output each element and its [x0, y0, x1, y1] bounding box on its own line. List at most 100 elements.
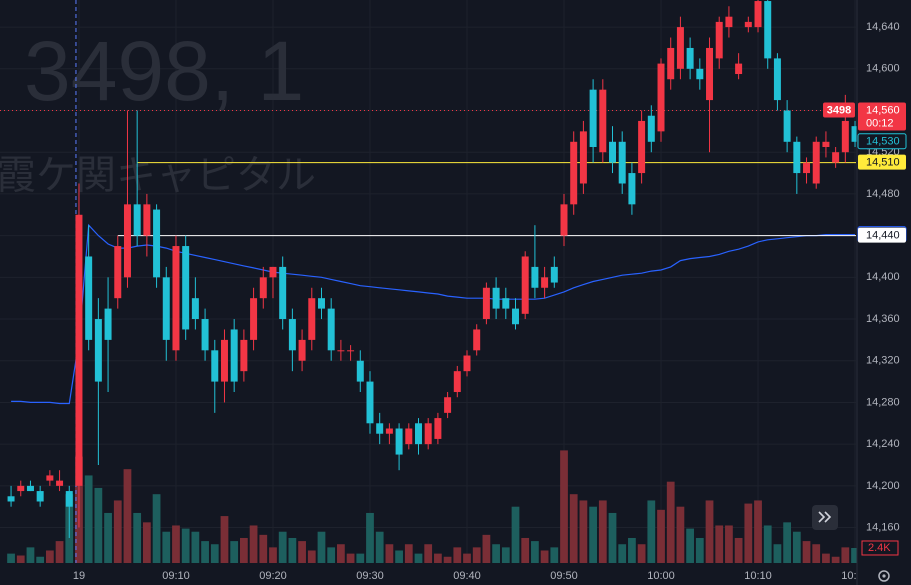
y-tick-label: 14,640: [866, 21, 900, 33]
x-tick-label: 09:10: [162, 570, 190, 582]
line-layer: [0, 0, 856, 563]
x-tick-label: 09:30: [356, 570, 384, 582]
candle-body: [230, 329, 238, 382]
scroll-button-bg[interactable]: [812, 505, 838, 530]
candle-body: [376, 423, 384, 434]
volume-bar: [560, 450, 568, 563]
candle-body: [56, 480, 64, 486]
candle-body: [240, 339, 248, 372]
time-axis: 19 09:10 09:20 09:30 09:40 09:50 10:00 10:10 10:…: [73, 570, 869, 582]
candle-body: [783, 110, 791, 142]
price-tags: 14,56000:12349814,53014,51014,44114,4402…: [823, 102, 907, 556]
candle-body: [211, 350, 219, 382]
volume-bar: [181, 528, 190, 563]
candle-body: [172, 246, 180, 351]
candle-layer: [7, 0, 859, 538]
volume-bar: [802, 541, 811, 563]
price-tag-label: 14,510: [866, 157, 900, 169]
y-tick-label: 14,160: [866, 521, 900, 533]
candle-body: [220, 339, 228, 382]
candle-body: [628, 173, 636, 205]
volume-bar: [55, 541, 64, 563]
volume-bar: [36, 556, 45, 563]
volume-bar: [521, 537, 530, 563]
candle-body: [415, 423, 422, 445]
volume-bar: [734, 537, 743, 563]
volume-bar: [298, 541, 306, 563]
candle-body: [191, 298, 199, 320]
y-tick-label: 14,240: [866, 438, 900, 450]
price-tag: [858, 227, 906, 243]
volume-bar: [589, 506, 597, 563]
volume-bar: [385, 544, 394, 563]
candle-body: [667, 47, 675, 80]
volume-bar: [94, 487, 103, 563]
volume-bar: [152, 494, 161, 563]
volume-bar: [608, 512, 617, 563]
candle-body: [317, 298, 325, 309]
volume-bar: [230, 541, 239, 563]
candle-body: [395, 428, 403, 455]
candle-body: [356, 360, 364, 382]
candle-body: [638, 120, 646, 174]
volume-bar: [647, 500, 656, 563]
candle-body: [618, 141, 626, 184]
volume-bar: [841, 547, 850, 563]
scroll-icon: [818, 511, 832, 523]
candle-body: [512, 308, 519, 325]
volume-bar: [705, 500, 714, 563]
volume-bar: [579, 500, 588, 563]
candle-body: [531, 266, 539, 288]
volume-bar: [501, 547, 510, 563]
candle-body: [269, 266, 277, 278]
volume-bar: [424, 544, 433, 563]
candle-body: [182, 246, 190, 330]
scroll-button[interactable]: [812, 505, 838, 530]
volume-bar: [783, 522, 792, 563]
volume-bar: [831, 556, 840, 563]
y-tick-label: 14,320: [866, 355, 900, 367]
candle-body: [609, 141, 617, 163]
volume-bar: [540, 550, 549, 563]
volume-bar: [278, 531, 287, 563]
candle-body: [114, 246, 122, 299]
candle-body: [473, 329, 481, 351]
candle-body: [550, 266, 558, 283]
volume-bar: [16, 555, 25, 563]
candle-body: [463, 355, 471, 372]
volume-bar: [822, 553, 830, 563]
x-tick-label: 09:50: [550, 570, 578, 582]
candle-body: [841, 120, 849, 153]
price-axis-panel: [857, 0, 911, 585]
volume-bar: [104, 512, 112, 563]
volume-bar: [84, 475, 93, 563]
candle-body: [143, 204, 151, 236]
candle-body: [85, 256, 93, 340]
y-tick-label: 14,360: [866, 313, 900, 325]
candle-body: [482, 287, 490, 320]
candle-body: [444, 397, 452, 413]
volume-bar: [472, 547, 481, 563]
volume-bar: [686, 528, 694, 563]
candle-body: [405, 428, 413, 445]
candle-body: [337, 350, 345, 352]
x-tick-label: 09:20: [259, 570, 287, 582]
symbol-tag: [823, 102, 855, 118]
volume-bar: [123, 469, 132, 563]
volume-bar: [45, 550, 54, 563]
candle-body: [541, 277, 549, 288]
settings-button[interactable]: [878, 570, 890, 582]
x-tick-label: 10:10: [744, 570, 772, 582]
candle-body: [676, 27, 684, 69]
candle-body: [75, 214, 83, 486]
price-tag-label: 14,440: [866, 230, 900, 242]
candle-body: [803, 162, 811, 174]
price-tag: [858, 102, 906, 131]
candle-body: [298, 339, 306, 361]
settings-icon[interactable]: [878, 570, 890, 582]
volume-bar: [346, 553, 355, 563]
candle-body: [259, 277, 267, 299]
y-tick-label: 14,400: [866, 271, 900, 283]
volume-bar: [162, 531, 171, 563]
